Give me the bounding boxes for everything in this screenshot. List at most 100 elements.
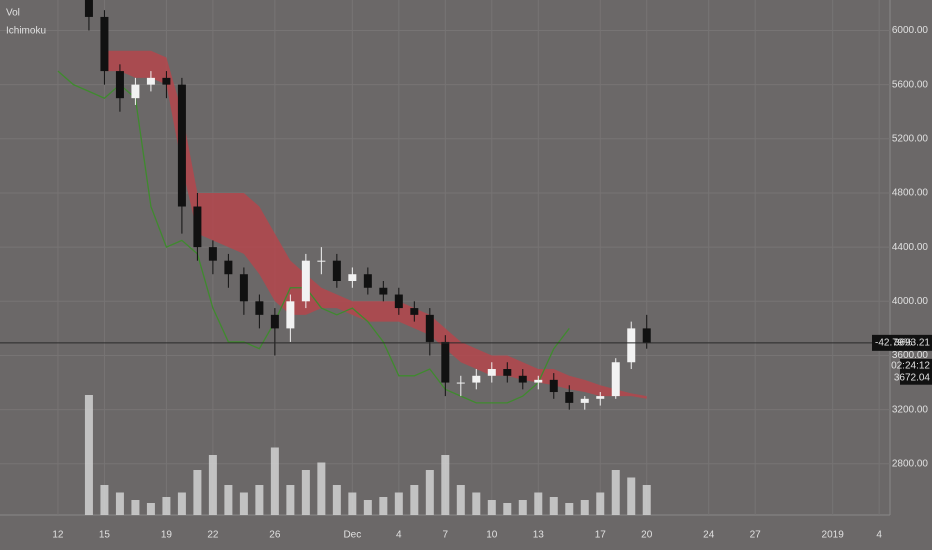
candle-body — [627, 328, 636, 363]
x-tick-label: 12 — [52, 530, 64, 541]
candle-body — [115, 71, 124, 99]
volume-bar — [627, 477, 636, 515]
y-tick-label: 4800.00 — [892, 188, 929, 199]
x-tick-label: 4 — [876, 530, 882, 541]
volume-bar — [518, 500, 527, 515]
candle-body — [379, 287, 388, 295]
y-tick-label: 5600.00 — [892, 79, 929, 90]
volume-bar — [534, 492, 543, 515]
countdown-tag — [900, 358, 932, 373]
x-tick-label: 26 — [269, 530, 281, 541]
volume-bar — [611, 470, 620, 515]
x-tick-label: 7 — [443, 530, 449, 541]
candle-body — [317, 260, 326, 262]
volume-bar — [84, 395, 93, 515]
grid — [0, 0, 890, 515]
volume-bar — [100, 485, 109, 515]
second-price-tag — [900, 370, 932, 385]
volume-bar — [472, 492, 481, 515]
candle-body — [193, 206, 202, 248]
candle-body — [565, 392, 574, 403]
candle-body — [549, 379, 558, 393]
volume-bar — [286, 485, 295, 515]
volume-bar — [348, 492, 357, 515]
volume-bar — [255, 485, 264, 515]
y-tick-label: 5200.00 — [892, 133, 929, 144]
indicator-label: Vol — [6, 8, 20, 19]
volume-bar — [441, 455, 450, 515]
volume-bar — [332, 485, 341, 515]
candle-body — [131, 84, 140, 99]
candle-body — [208, 247, 217, 261]
y-tick-label: 4400.00 — [892, 242, 929, 253]
candle-body — [224, 260, 233, 275]
x-tick-label: 27 — [750, 530, 762, 541]
y-tick-label: 3600.00 — [892, 350, 929, 361]
volume-bar — [208, 455, 217, 515]
second-price-label: 3672.04 — [894, 372, 931, 383]
candle-body — [642, 328, 651, 343]
volume-bar — [224, 485, 233, 515]
candle-body — [410, 308, 419, 315]
volume-bar — [193, 470, 202, 515]
candle-body — [301, 260, 310, 302]
volume-bar — [379, 497, 388, 515]
volume-bar — [394, 492, 403, 515]
volume-bar — [317, 462, 326, 515]
x-tick-label: 22 — [207, 530, 219, 541]
volume-bar — [580, 500, 589, 515]
volume-bar — [301, 470, 310, 515]
volume-bar — [270, 447, 279, 515]
y-tick-label: 6000.00 — [892, 25, 929, 36]
candle-body — [472, 375, 481, 383]
candle-body — [611, 362, 620, 397]
candle-body — [441, 341, 450, 383]
x-tick-label: 24 — [703, 530, 715, 541]
candle-body — [503, 369, 512, 376]
candle-body — [394, 294, 403, 309]
volume-bar — [239, 492, 248, 515]
volume-bar — [425, 470, 434, 515]
candle-body — [286, 301, 295, 329]
x-tick-label: 20 — [641, 530, 653, 541]
x-tick-label: Dec — [343, 530, 361, 541]
volume-bar — [503, 503, 512, 515]
y-tick-label: 4000.00 — [892, 296, 929, 307]
candle-body — [487, 369, 496, 376]
ichimoku-cloud — [104, 50, 647, 399]
x-tick-label: 15 — [99, 530, 111, 541]
candle-body — [596, 396, 605, 399]
candle-body — [518, 375, 527, 383]
candle-body — [348, 274, 357, 281]
volume-bar — [596, 492, 605, 515]
candle-body — [332, 260, 341, 281]
x-tick-label: 17 — [595, 530, 607, 541]
candle-body — [534, 379, 543, 383]
candle-body — [270, 314, 279, 329]
y-tick-label: 3200.00 — [892, 404, 929, 415]
x-tick-label: 13 — [533, 530, 545, 541]
candle-body — [146, 77, 155, 85]
candle-body — [100, 16, 109, 72]
candle-body — [580, 398, 589, 403]
volume-bar — [565, 503, 574, 515]
x-tick-label: 2019 — [822, 530, 845, 541]
volume-bar — [177, 492, 186, 515]
candle-body — [162, 77, 171, 85]
volume-bar — [131, 500, 140, 515]
candle-body — [363, 274, 372, 288]
volume-bar — [487, 500, 496, 515]
volume-bar — [549, 497, 558, 515]
volume-bar — [146, 503, 155, 515]
candle-body — [255, 301, 264, 315]
candle-body — [425, 314, 434, 342]
x-tick-label: 19 — [161, 530, 173, 541]
plot — [57, 0, 651, 515]
candle-body — [456, 382, 465, 384]
volume-bar — [642, 485, 651, 515]
volume-bar — [162, 497, 171, 515]
countdown-label: 02:24:12 — [891, 360, 930, 371]
candle-body — [239, 274, 248, 302]
